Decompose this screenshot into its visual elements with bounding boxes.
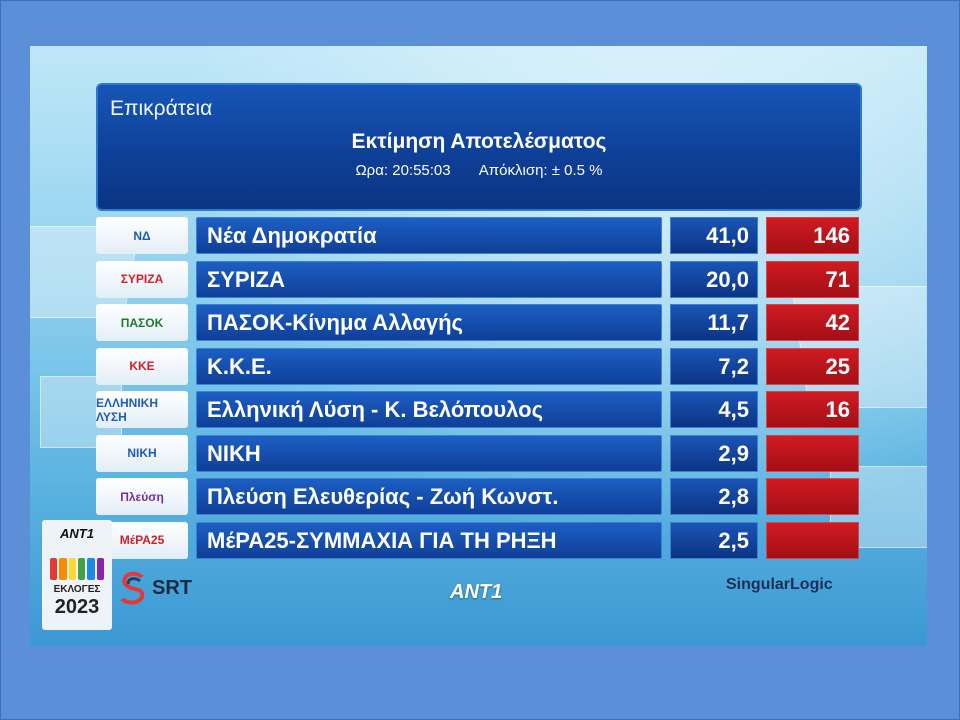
party-seats [766, 521, 859, 559]
party-logo-icon: ΠΑΣΟΚ [96, 304, 188, 341]
elections-2023-badge: ANT1 ΕΚΛΟΓΕΣ 2023 [42, 520, 112, 630]
party-logo-text: ΝΔ [133, 228, 151, 243]
party-percent: 41,0 [670, 217, 758, 254]
party-name: Κ.Κ.Ε. [196, 347, 662, 385]
party-seats: 42 [766, 304, 859, 341]
singularlogic-logo: SingularLogic [726, 576, 833, 594]
srt-icon [120, 571, 145, 605]
party-percent: 4,5 [670, 391, 758, 428]
party-seats: 16 [766, 391, 859, 428]
ant1-small-logo: ANT1 [60, 526, 94, 541]
broadcast-screen: Επικράτεια Εκτίμηση Αποτελέσματος Ωρα: 2… [30, 46, 927, 646]
party-logo-text: ΚΚΕ [129, 359, 155, 373]
party-logo-text: ΜέΡΑ25 [119, 533, 165, 547]
party-row: ΚΚΕ Κ.Κ.Ε. 7,2 25 [96, 347, 860, 385]
party-percent: 11,7 [670, 304, 758, 341]
party-name: Νέα Δημοκρατία [196, 217, 662, 254]
party-percent: 20,0 [670, 260, 758, 298]
party-name: Ελληνική Λύση - Κ. Βελόπουλος [196, 391, 662, 428]
elections-year: 2023 [54, 596, 100, 618]
party-row: ΣΥΡΙΖΑ ΣΥΡΙΖΑ 20,0 71 [96, 260, 860, 298]
elections-colors-icon [50, 558, 104, 580]
party-seats: 25 [766, 347, 859, 385]
party-seats [766, 434, 859, 472]
party-name: ΣΥΡΙΖΑ [196, 260, 662, 298]
party-seats [766, 478, 859, 515]
srt-logo: SRT [118, 571, 192, 605]
party-logo-icon: ΕΛΛΗΝΙΚΗ ΛΥΣΗ [96, 391, 188, 428]
party-logo-icon: ΝΙΚΗ [96, 434, 188, 472]
party-percent: 2,9 [670, 434, 758, 472]
party-percent: 2,5 [670, 521, 758, 559]
party-row: ΝΔ Νέα Δημοκρατία 41,0 146 [96, 217, 860, 254]
party-name: ΝΙΚΗ [196, 434, 662, 472]
srt-text: SRT [152, 576, 192, 599]
party-row: Πλεύση Πλεύση Ελευθερίας - Ζωή Κωνστ. 2,… [96, 478, 860, 515]
party-seats: 146 [766, 217, 859, 254]
party-logo-text: Πλεύση [120, 489, 164, 504]
logic-text: Logic [790, 576, 833, 593]
party-row: ΝΙΚΗ ΝΙΚΗ 2,9 [96, 434, 860, 472]
time-label: Ωρα: 20:55:03 [355, 162, 451, 179]
ant1-center-logo: ANT1 [450, 581, 503, 603]
estimate-subtitle: Ωρα: 20:55:03 Απόκλιση: ± 0.5 % [98, 162, 860, 179]
elections-label: ΕΚΛΟΓΕΣ [53, 584, 101, 595]
party-logo-icon: Πλεύση [96, 478, 188, 515]
results-table: ΝΔ Νέα Δημοκρατία 41,0 146 ΣΥΡΙΖΑ ΣΥΡΙΖΑ… [96, 217, 860, 565]
party-logo-text: ΝΙΚΗ [127, 446, 157, 460]
region-label: Επικράτεια [110, 97, 213, 120]
party-logo-text: ΕΛΛΗΝΙΚΗ ΛΥΣΗ [96, 395, 159, 424]
party-row: ΠΑΣΟΚ ΠΑΣΟΚ-Κίνημα Αλλαγής 11,7 42 [96, 304, 860, 341]
party-row: ΕΛΛΗΝΙΚΗ ΛΥΣΗ Ελληνική Λύση - Κ. Βελόπου… [96, 391, 860, 428]
party-row: ΜέΡΑ25 ΜέΡΑ25-ΣΥΜΜΑΧΙΑ ΓΙΑ ΤΗ ΡΗΞΗ 2,5 [96, 521, 860, 559]
party-percent: 2,8 [670, 478, 758, 515]
results-header: Επικράτεια Εκτίμηση Αποτελέσματος Ωρα: 2… [96, 83, 862, 211]
party-percent: 7,2 [670, 347, 758, 385]
party-name: ΠΑΣΟΚ-Κίνημα Αλλαγής [196, 304, 662, 341]
party-name: Πλεύση Ελευθερίας - Ζωή Κωνστ. [196, 478, 662, 515]
estimate-title: Εκτίμηση Αποτελέσματος [351, 130, 607, 153]
party-name: ΜέΡΑ25-ΣΥΜΜΑΧΙΑ ΓΙΑ ΤΗ ΡΗΞΗ [196, 521, 662, 559]
party-logo-text: ΣΥΡΙΖΑ [120, 272, 164, 286]
party-logo-icon: ΝΔ [96, 217, 188, 254]
party-seats: 71 [766, 260, 859, 298]
singular-text: Singular [726, 576, 791, 593]
margin-label: Απόκλιση: ± 0.5 % [478, 162, 603, 179]
party-logo-text: ΠΑΣΟΚ [120, 315, 164, 330]
party-logo-icon: ΣΥΡΙΖΑ [96, 260, 188, 298]
party-logo-icon: ΚΚΕ [96, 347, 188, 385]
